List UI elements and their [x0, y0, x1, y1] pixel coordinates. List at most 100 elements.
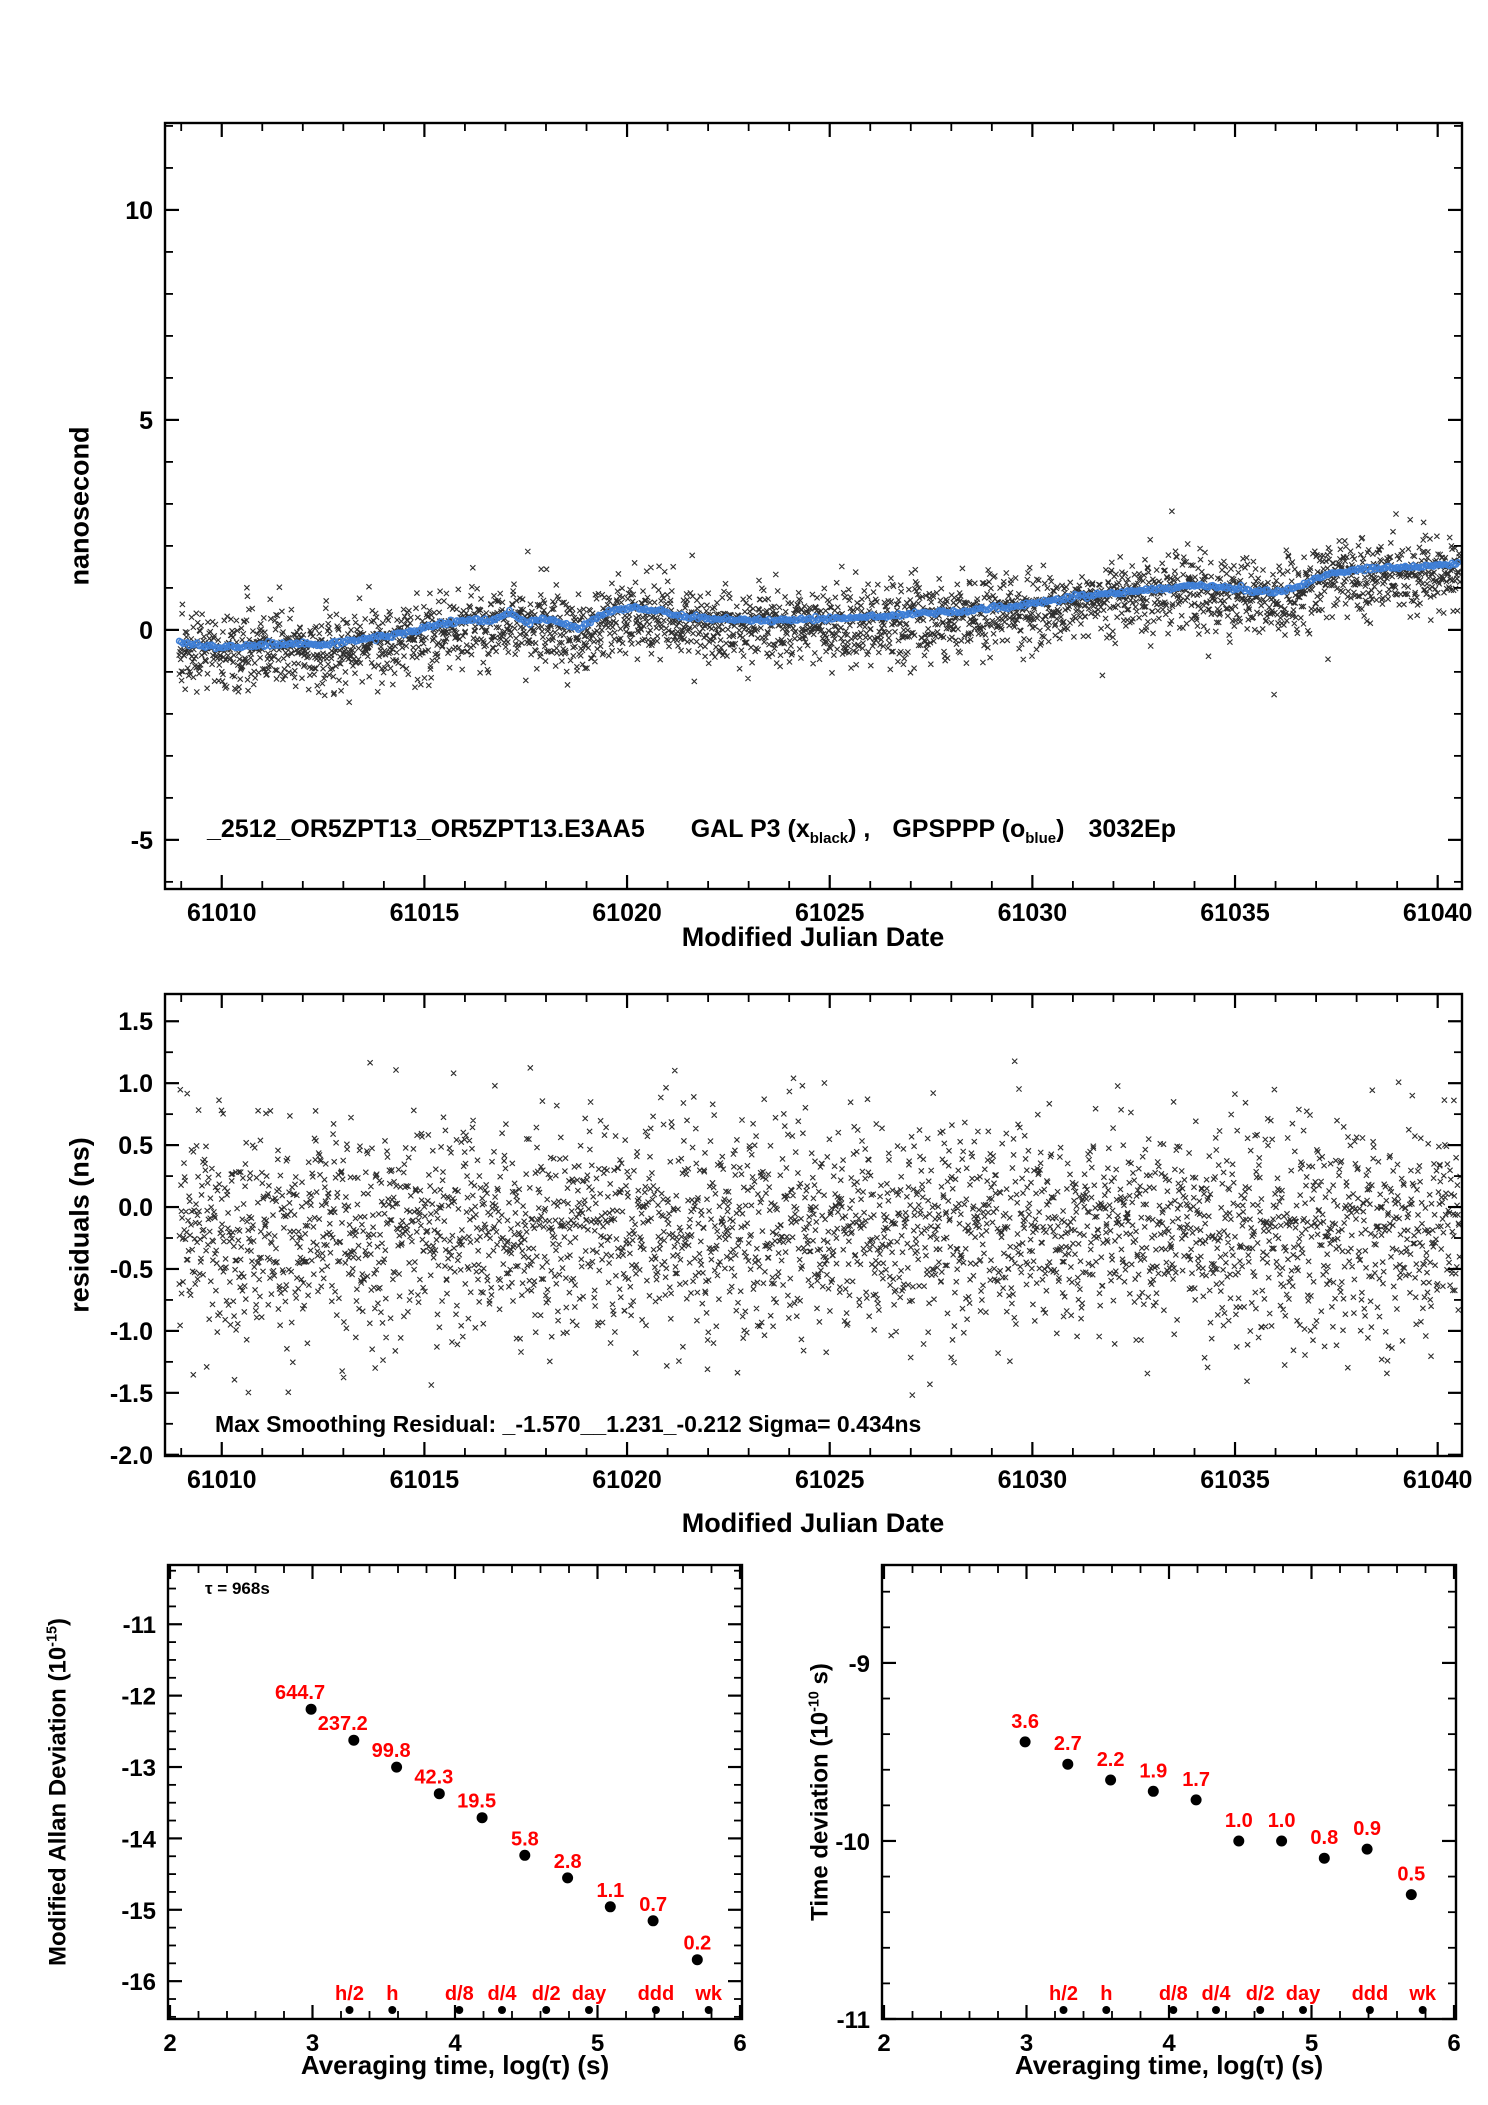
mdev-point: [604, 1901, 616, 1913]
y-tick-label: 0: [139, 617, 153, 645]
x-tick-label: 5: [1305, 2030, 1318, 2057]
residuals-x-axis-title: Modified Julian Date: [681, 1508, 945, 1538]
x-tick-label: 5: [591, 2030, 604, 2057]
mdev-point-label: 99.8: [372, 1740, 411, 1762]
tdev-point-label: 0.9: [1353, 1818, 1381, 1840]
x-tick-label: 61025: [795, 1466, 865, 1494]
plot-frame: [163, 992, 1464, 1458]
mdev-point: [476, 1812, 488, 1824]
tau-mark-label: d/4: [1202, 1983, 1232, 2005]
tau-mark-dot: [498, 2006, 506, 2014]
mdev-point-label: 0.2: [683, 1933, 711, 1955]
tau-mark-label: d/2: [532, 1983, 561, 2005]
plot-frame: [163, 121, 1464, 891]
mdev-y-axis-title: Modified Allan Deviation (10-15): [44, 1618, 72, 1966]
residuals-scatter: [176, 1058, 1464, 1399]
x-tick-label: 3: [306, 2030, 319, 2057]
tdev-point-label: 3.6: [1011, 1711, 1039, 1733]
tdev-point: [1318, 1852, 1330, 1864]
x-tick-label: 61035: [1200, 1466, 1270, 1494]
tau-mark-label: h/2: [1049, 1983, 1078, 2005]
y-tick-label: -0.5: [110, 1256, 153, 1284]
gal-p3-scatter: [176, 508, 1463, 706]
plot-frame: [166, 1563, 744, 2021]
mdev-point: [391, 1761, 403, 1773]
mdev-point-label: 2.8: [554, 1851, 582, 1873]
mdev-point: [305, 1703, 317, 1715]
y-tick-label: -13: [121, 1755, 156, 1782]
series2-label: GPSPPP (oblue): [892, 815, 1065, 847]
mdev-point-label: 237.2: [318, 1713, 368, 1735]
x-tick-label: 61010: [187, 899, 257, 927]
tau-mark-label: day: [572, 1983, 607, 2005]
mdev-x-axis-title: Averaging time, log(τ) (s): [300, 2050, 610, 2080]
x-tick-label: 4: [1162, 2030, 1176, 2057]
mdev-point-label: 19.5: [457, 1791, 496, 1813]
x-tick-label: 61030: [998, 1466, 1068, 1494]
tau-mark-dot: [1169, 2006, 1178, 2014]
tau-mark-label: ddd: [1352, 1983, 1389, 2005]
dataset-id: _2512_OR5ZPT13_OR5ZPT13.E3AA5: [207, 815, 645, 843]
tau-mark-label: ddd: [638, 1983, 675, 2005]
y-tick-label: -5: [131, 827, 153, 855]
x-tick-label: 61020: [592, 1466, 662, 1494]
tau-mark-dot: [1299, 2006, 1307, 2014]
y-tick-label: -9: [849, 1651, 870, 1678]
tau-mark-dot: [388, 2006, 397, 2014]
phase-panel: 61010 61015 61020 61025 61030 61035 61040 -5 0 5 1…: [125, 121, 1473, 927]
mdev-point-label: 42.3: [414, 1767, 453, 1789]
tau-mark-label: d/8: [1159, 1983, 1188, 2005]
x-tick-label: 2: [163, 2030, 176, 2057]
x-tick-label: 6: [1447, 2030, 1460, 2057]
tau-mark-dot: [651, 2006, 660, 2014]
y-tick-label: -14: [121, 1826, 156, 1853]
tau-mark-dot: [1212, 2006, 1220, 2014]
mdev-point: [691, 1954, 703, 1966]
x-tick-label: 61030: [998, 899, 1068, 927]
x-tick-label: 61035: [1200, 899, 1270, 927]
y-tick-label: 10: [125, 197, 153, 225]
tau-note: τ = 968s: [205, 1579, 270, 1598]
tdev-point-label: 1.7: [1182, 1769, 1210, 1791]
x-tick-label: 61020: [592, 899, 662, 927]
residuals-annotation: Max Smoothing Residual: _-1.570__1.231_-…: [215, 1411, 922, 1437]
tdev-point-label: 0.5: [1397, 1864, 1425, 1886]
tau-mark-dot: [542, 2006, 551, 2014]
x-tick-label: 4: [448, 2030, 462, 2057]
phase-annotation: _2512_OR5ZPT13_OR5ZPT13.E3AA5 GAL P3 (xbl…: [207, 815, 1176, 847]
tdev-point-label: 2.7: [1054, 1733, 1082, 1755]
x-tick-label: 61025: [795, 899, 865, 927]
y-tick-label: -16: [121, 1969, 156, 1996]
y-tick-label: -11: [123, 1612, 156, 1639]
residuals-panel: 61010 61015 61020 61025 61030 61035 61040 -2.0 -…: [110, 992, 1472, 1494]
mdev-point-label: 5.8: [511, 1828, 539, 1850]
x-tick-label: 3: [1020, 2030, 1033, 2057]
y-tick-label: -11: [837, 2007, 870, 2034]
y-tick-label: 5: [139, 407, 153, 435]
tau-mark-dot: [1059, 2006, 1068, 2014]
tau-mark-label: h/2: [335, 1983, 364, 2005]
tau-mark-label: h: [1100, 1983, 1112, 2005]
tdev-point: [1062, 1758, 1074, 1770]
tdev-panel: 3.6 2.7 2.2 1.9 1.7 1.0 1.0 0.8 0.9 0.5 h/2 h d/8 d/4…: [835, 1563, 1461, 2057]
tdev-point: [1019, 1736, 1031, 1748]
x-tick-label: 6: [733, 2030, 746, 2057]
x-tick-label: 61040: [1403, 899, 1473, 927]
tdev-point: [1105, 1774, 1117, 1786]
tdev-point: [1405, 1889, 1417, 1901]
mdev-point-label: 1.1: [596, 1880, 624, 1902]
tdev-point-label: 1.0: [1225, 1810, 1253, 1832]
y-tick-label: -10: [835, 1829, 870, 1856]
y-tick-label: -1.0: [110, 1318, 153, 1346]
tdev-point-label: 0.8: [1310, 1827, 1338, 1849]
y-tick-label: 0.5: [118, 1132, 153, 1160]
y-tick-label: 1.0: [118, 1070, 153, 1098]
tdev-point: [1190, 1794, 1202, 1806]
phase-y-axis-title: nanosecond: [64, 426, 95, 586]
tdev-point-label: 1.0: [1268, 1810, 1296, 1832]
y-tick-label: -2.0: [110, 1442, 153, 1470]
tau-mark-label: h: [386, 1983, 398, 2005]
tau-mark-dot: [1102, 2006, 1111, 2014]
tdev-y-axis-title: Time deviation (10-10 s): [806, 1663, 834, 1921]
